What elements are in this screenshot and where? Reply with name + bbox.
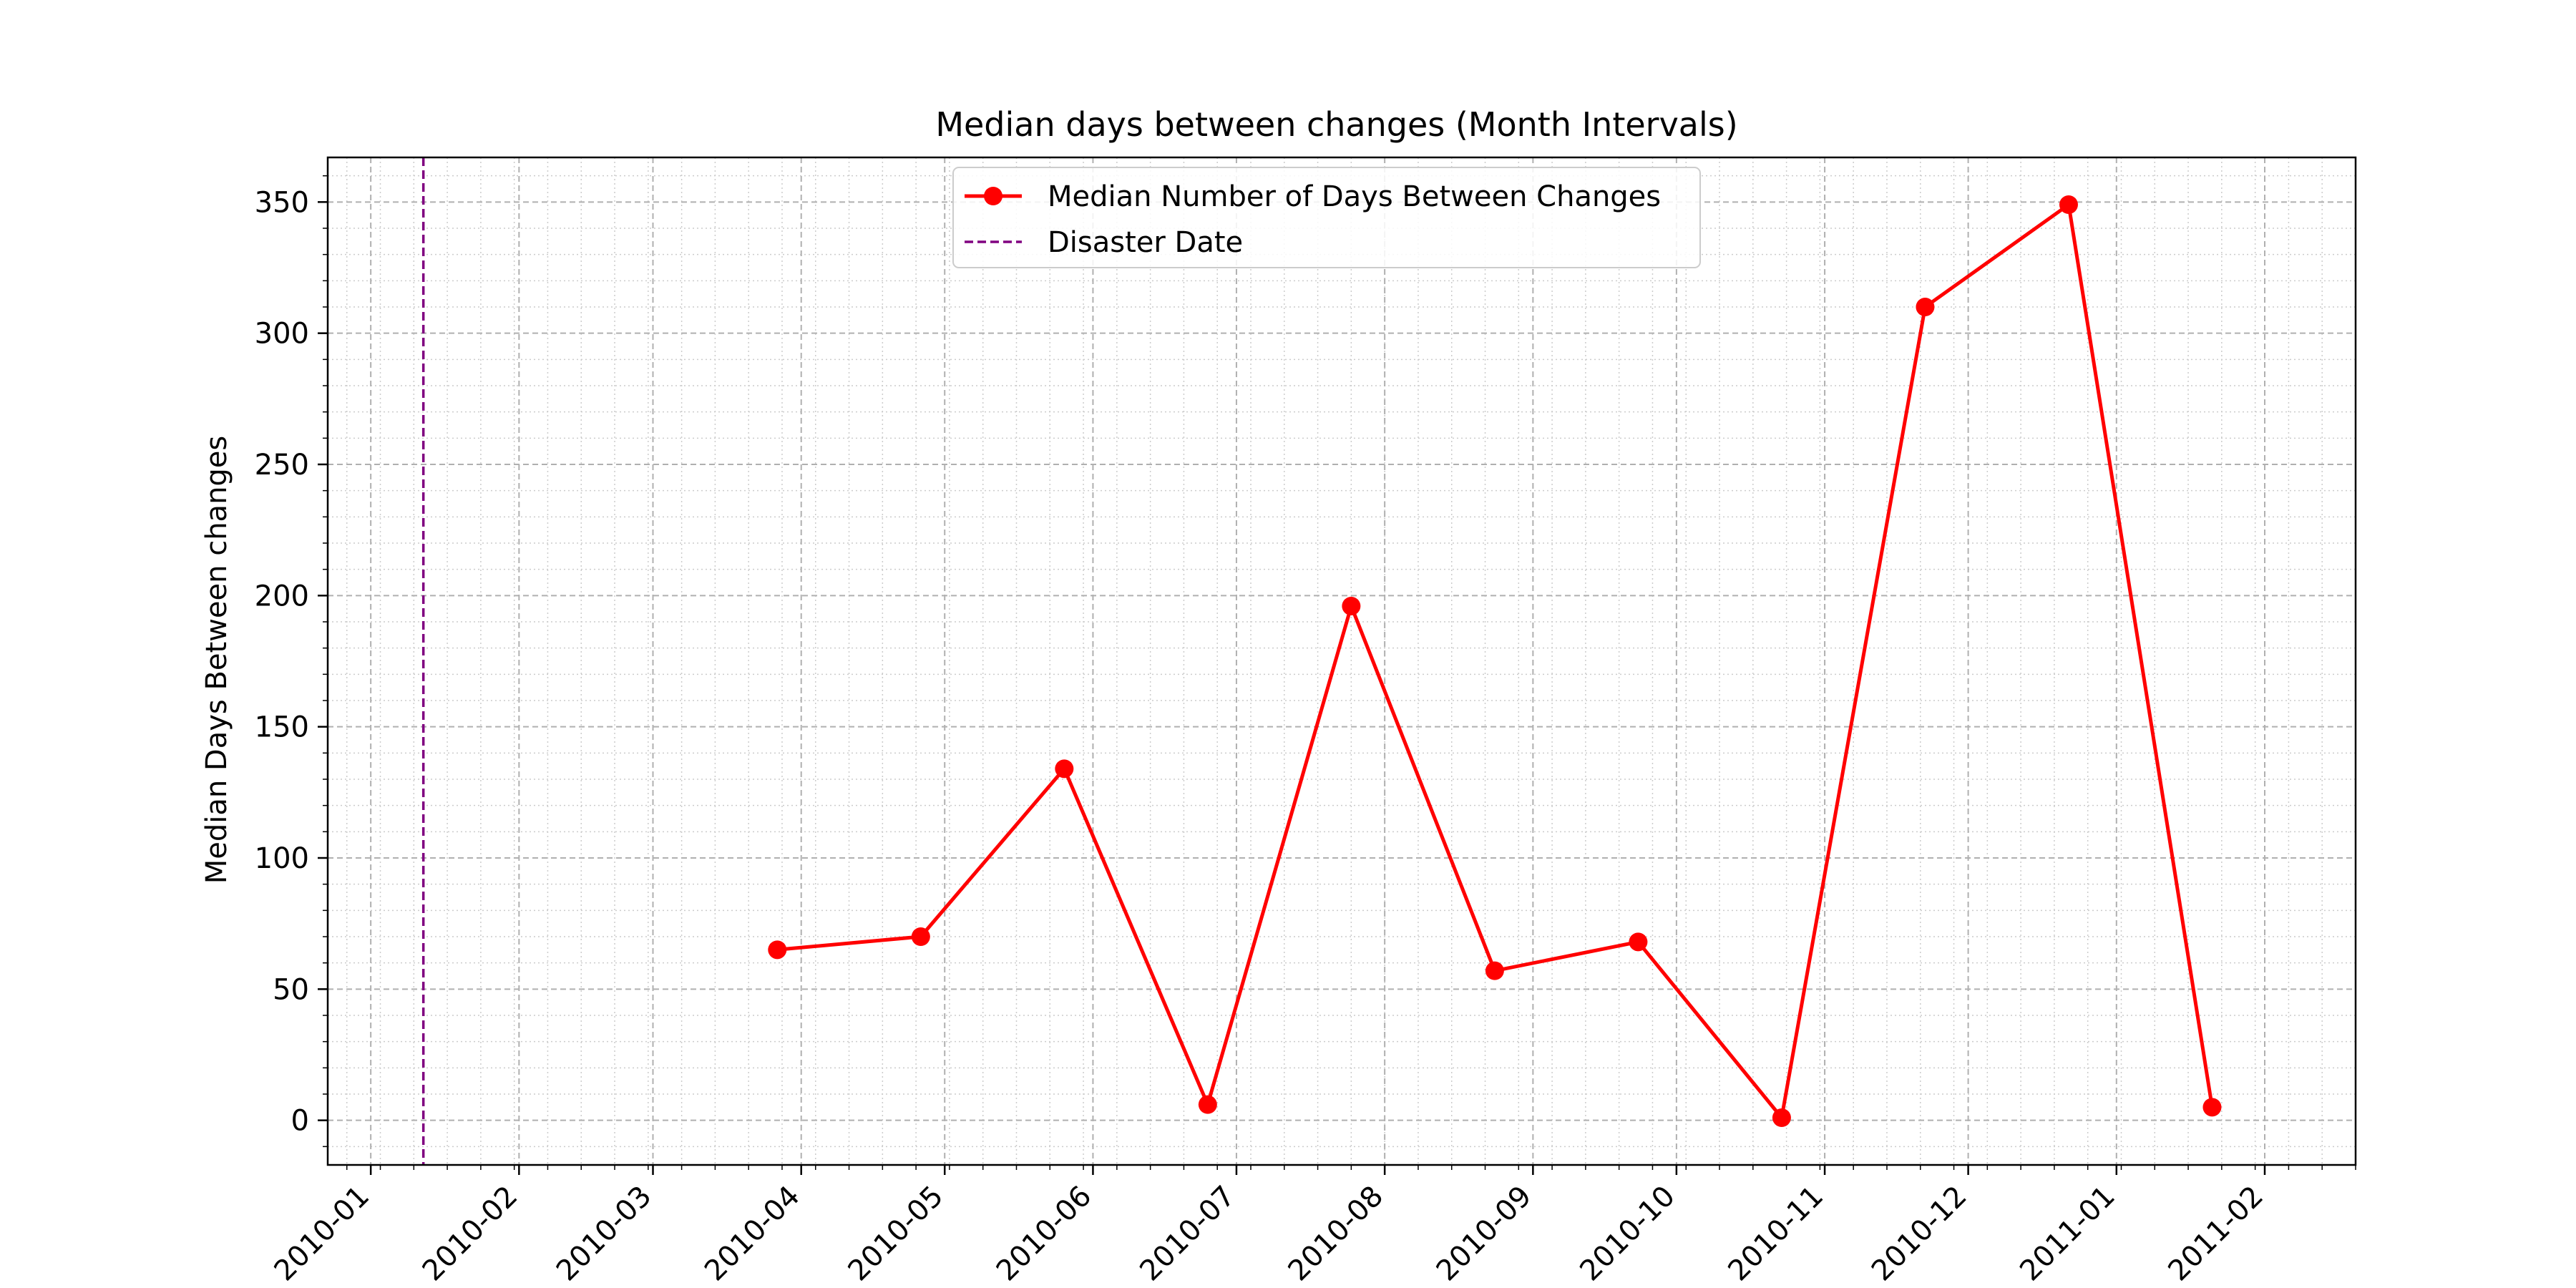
data-point [1772, 1108, 1791, 1127]
data-point [2059, 195, 2078, 214]
data-point [1916, 298, 1935, 316]
data-series [768, 195, 2222, 1127]
data-point [768, 940, 787, 960]
y-axis-label: Median Days Between changes [200, 436, 233, 884]
x-tick-label: 2010-10 [1574, 1180, 1682, 1288]
plot-frame [326, 156, 2357, 1166]
y-tick-label: 50 [273, 973, 309, 1006]
x-tick-label: 2010-09 [1430, 1180, 1538, 1288]
y-axis: 0 50 100 150 200 250 300 350 [255, 175, 328, 1148]
data-point [911, 927, 930, 946]
legend-box [952, 167, 1701, 268]
legend: Median Number of Days Between Changes Dis… [952, 167, 1701, 268]
y-tick-label: 250 [255, 449, 309, 482]
legend-series-marker [984, 187, 1002, 205]
x-tick-label: 2010-11 [1722, 1180, 1830, 1288]
data-point [2202, 1098, 2222, 1117]
x-tick-label: 2010-12 [1865, 1180, 1974, 1288]
x-tick-label: 2011-02 [2162, 1180, 2270, 1288]
x-tick-label: 2011-01 [2014, 1180, 2122, 1288]
x-tick-label: 2010-03 [550, 1180, 658, 1288]
data-point [1198, 1095, 1217, 1114]
y-tick-label: 100 [255, 842, 309, 875]
y-tick-label: 350 [255, 186, 309, 219]
data-point [1342, 597, 1361, 615]
x-tick-label: 2010-01 [268, 1180, 376, 1288]
chart-title: Median days between changes (Month Inter… [935, 105, 1737, 144]
legend-disaster-label: Disaster Date [1048, 226, 1243, 259]
legend-series-label: Median Number of Days Between Changes [1048, 180, 1661, 213]
x-tick-label: 2010-04 [698, 1180, 806, 1288]
series-line [777, 203, 2214, 1120]
x-tick-label: 2010-08 [1282, 1180, 1390, 1288]
y-tick-label: 200 [255, 580, 309, 613]
y-tick-label: 150 [255, 711, 309, 744]
x-tick-label: 2010-02 [416, 1180, 525, 1288]
x-tick-label: 2010-06 [990, 1180, 1098, 1288]
data-point [1055, 759, 1074, 779]
x-axis: 2010-01 2010-02 2010-03 2010-04 2010-05 2010-… [268, 1165, 2356, 1287]
x-tick-label: 2010-05 [842, 1180, 950, 1288]
x-tick-label: 2010-07 [1133, 1180, 1241, 1288]
y-tick-label: 0 [291, 1105, 309, 1138]
y-tick-label: 300 [255, 318, 309, 351]
grid [328, 157, 2356, 1165]
data-point [1629, 932, 1648, 952]
data-point [1485, 961, 1504, 980]
